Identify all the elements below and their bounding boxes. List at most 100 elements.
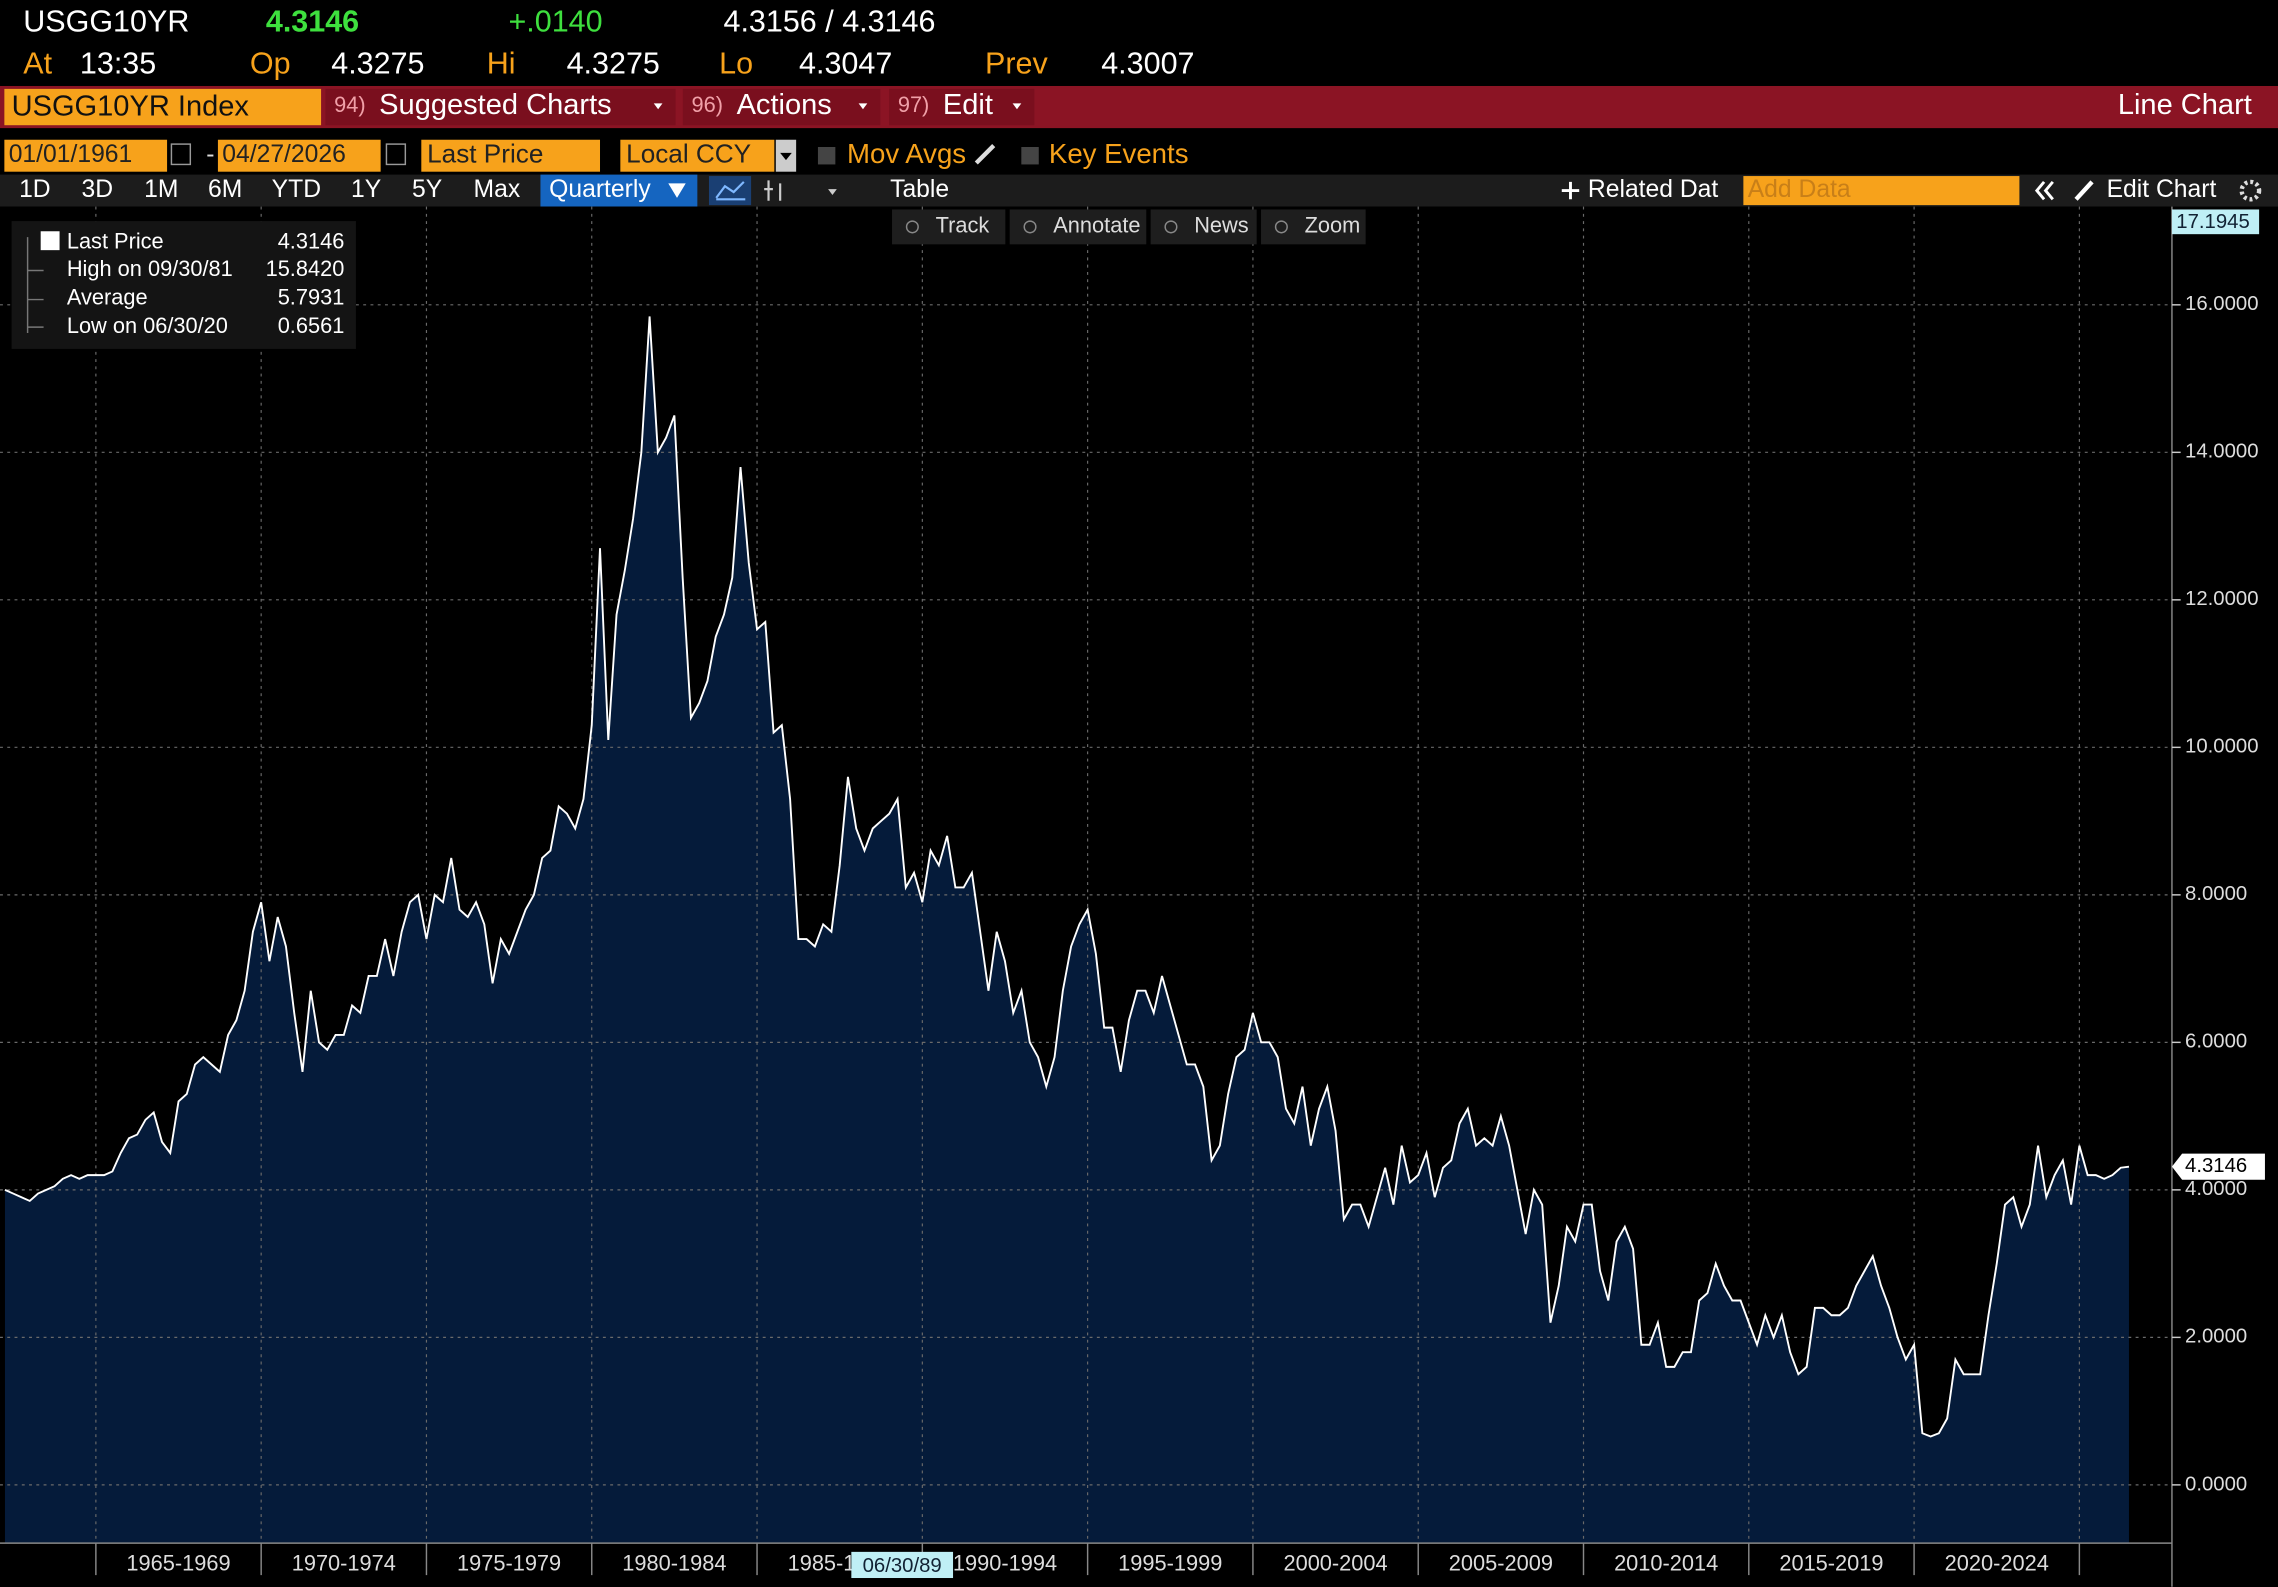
tool-icon [905,220,919,234]
x-tick-label: 2010-2014 [1614,1551,1718,1576]
line [4,316,2130,1438]
x-tick-label: 1990-1994 [953,1551,1057,1576]
y-tick-label: 8.0000 [2185,883,2247,905]
prev: 4.3007 [1101,47,1194,81]
period-button[interactable]: 1Y [351,176,381,203]
x-tick-label: 1975-1979 [457,1551,561,1576]
legend-label: Low on 06/30/20 [67,313,228,338]
legend-label: Average [67,285,148,310]
high: 4.3275 [567,47,660,81]
pencil-icon [2074,180,2094,201]
y-tick-label: 6.0000 [2185,1031,2247,1053]
settings-icon[interactable] [2239,179,2262,202]
menu-label: Actions [737,89,832,121]
add-data-box[interactable] [1743,176,2020,206]
ticker: USGG10YR [23,5,189,39]
tool-label: Track [936,213,990,238]
bid-ask: 4.3156 / 4.3146 [723,5,935,39]
key-events: Key Events [1049,138,1189,169]
menu-number: 94) [334,92,365,117]
last-value-label: 4.3146 [2185,1155,2247,1177]
security-box[interactable] [4,88,322,126]
field: Last Price [427,139,543,169]
checkbox[interactable] [1021,147,1039,165]
menu-arrow [858,103,868,110]
menu-tab[interactable] [682,88,881,126]
legend-label: High on 09/30/81 [67,256,233,281]
x-tick-label: 2020-2024 [1945,1551,2049,1576]
line-icon [715,181,746,201]
edit-chart[interactable]: Edit Chart [2107,176,2217,203]
menu-arrow [1012,103,1022,110]
x-tick-label: 1965-1969 [126,1551,230,1576]
menu-number: 96) [692,92,723,117]
last-price: 4.3146 [266,5,359,39]
tool-button[interactable] [892,209,1006,245]
low-label: Lo [719,47,753,81]
end-date-box[interactable] [217,139,381,172]
legend-rows: High on 09/30/81 15.8420 Average 5.7931 Low … [67,256,344,338]
time-label: At [23,47,52,81]
frequency-arrow [668,183,686,198]
tool-label: Annotate [1053,213,1140,238]
period-button[interactable]: 1D [19,176,51,203]
tool-label: News [1194,213,1249,238]
legend-value: 5.7931 [278,285,345,310]
period-button[interactable]: Max [474,176,521,203]
menu-arrow [653,103,663,110]
y-tick-label: 0.0000 [2185,1473,2247,1495]
currency-box[interactable] [620,139,775,172]
x-tick-label: 2015-2019 [1779,1551,1883,1576]
tools: Track Annotate News Zoom [892,209,1366,245]
plot: 0.0000 2.0000 4.0000 6.0000 8.0000 10.0000 12.… [0,206,2265,1587]
dropdown-arrow[interactable] [828,189,837,195]
menu-label: Suggested Charts [379,89,612,121]
y-tick-label: 16.0000 [2185,293,2258,315]
period-button[interactable]: 1M [144,176,178,203]
y-tick-label: 10.0000 [2185,736,2258,758]
start-date-box[interactable] [4,139,168,172]
time: 13:35 [80,47,156,81]
legend-tree [26,237,44,333]
axis-max-box [2171,209,2260,235]
x-tick-label: 1970-1974 [292,1551,396,1576]
related-data[interactable]: Related Dat [1588,176,1719,203]
y-tick-label: 14.0000 [2185,441,2258,463]
tool-button[interactable] [1009,209,1147,245]
end-date: 04/27/2026 [222,141,346,168]
mov-avgs: Mov Avgs [847,138,966,169]
frequency-box[interactable] [540,174,698,207]
menu-label: Edit [943,89,993,121]
legend-box [11,221,356,349]
period-button[interactable]: YTD [272,176,321,203]
legend-value: 0.6561 [278,313,345,338]
period-button[interactable]: 6M [208,176,242,203]
table-button[interactable]: Table [890,176,949,203]
low: 4.3047 [799,47,892,81]
area [4,316,2129,1544]
period-button[interactable]: 3D [82,176,114,203]
crosshair-box [851,1551,954,1579]
tool-icon [1274,220,1288,234]
checkbox[interactable] [817,147,836,165]
pencil-icon[interactable] [974,144,996,165]
legend-value: 15.8420 [266,256,345,281]
y-tick-label: 4.0000 [2185,1178,2247,1200]
tool-button[interactable] [1261,209,1366,245]
period-button[interactable]: 5Y [412,176,442,203]
calendar-icon[interactable] [385,143,407,166]
tool-button[interactable] [1150,209,1257,245]
legend-label: Last Price [67,229,164,254]
field-box[interactable] [421,139,601,172]
menus: 94) Suggested Charts 96) Actions 97) Edit [325,88,1035,126]
menu-tab[interactable] [889,88,1035,126]
open: 4.3275 [331,47,424,81]
calendar-icon[interactable] [170,143,192,166]
x-tick-label: 2000-2004 [1283,1551,1387,1576]
tool-icon [1023,220,1037,234]
collapse-icon[interactable] [2034,180,2054,201]
bar-icon[interactable] [764,180,782,201]
menu-tab[interactable] [325,88,676,126]
legend-value: 4.3146 [278,229,345,254]
